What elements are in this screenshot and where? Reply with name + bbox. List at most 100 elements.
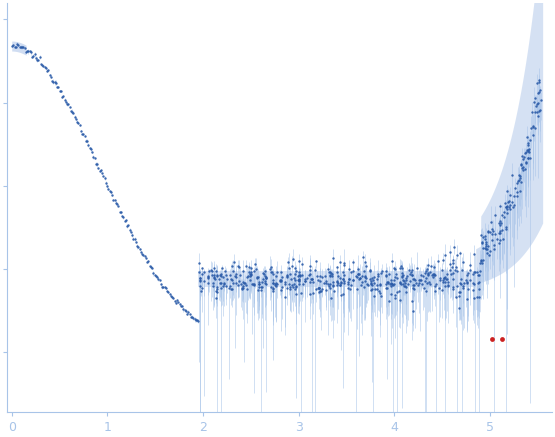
Point	[390, 264, 398, 271]
Point	[513, 178, 522, 185]
Point	[431, 283, 440, 290]
Point	[205, 267, 214, 274]
Point	[377, 268, 386, 275]
Point	[453, 283, 462, 290]
Point	[211, 267, 220, 274]
Point	[521, 150, 530, 157]
Point	[524, 146, 533, 153]
Point	[431, 288, 440, 295]
Point	[296, 290, 305, 297]
Point	[367, 285, 376, 292]
Point	[396, 281, 405, 288]
Point	[391, 271, 400, 278]
Point	[435, 284, 443, 291]
Point	[63, 101, 72, 108]
Point	[213, 288, 221, 295]
Point	[335, 282, 344, 289]
Point	[351, 272, 360, 279]
Point	[108, 192, 117, 199]
Point	[57, 87, 65, 94]
Point	[10, 43, 19, 50]
Point	[376, 292, 385, 299]
Point	[415, 277, 424, 284]
Point	[241, 282, 250, 289]
Point	[254, 281, 263, 288]
Point	[430, 271, 438, 278]
Point	[370, 292, 379, 299]
Point	[533, 79, 542, 86]
Point	[232, 280, 241, 287]
Point	[518, 164, 527, 171]
Point	[506, 192, 514, 199]
Point	[225, 271, 234, 278]
Point	[305, 271, 314, 278]
Point	[504, 197, 513, 204]
Point	[332, 281, 341, 288]
Point	[119, 214, 128, 221]
Point	[260, 279, 269, 286]
Point	[384, 298, 393, 305]
Point	[436, 274, 445, 281]
Point	[407, 272, 416, 279]
Point	[188, 313, 196, 320]
Point	[213, 283, 221, 290]
Point	[364, 281, 373, 288]
Point	[441, 252, 450, 259]
Point	[500, 209, 508, 216]
Point	[361, 262, 370, 269]
Point	[439, 274, 448, 281]
Point	[314, 288, 323, 295]
Point	[457, 276, 466, 283]
Point	[243, 273, 252, 280]
Point	[384, 279, 392, 286]
Point	[452, 267, 461, 274]
Point	[123, 222, 132, 229]
Point	[238, 284, 246, 291]
Point	[99, 173, 108, 180]
Point	[221, 282, 230, 289]
Point	[517, 179, 526, 186]
Point	[308, 276, 317, 283]
Point	[408, 297, 417, 304]
Point	[492, 235, 501, 242]
Point	[420, 284, 428, 291]
Point	[535, 89, 544, 96]
Point	[166, 292, 175, 299]
Point	[418, 273, 427, 280]
Point	[293, 273, 302, 280]
Point	[296, 273, 305, 280]
Point	[514, 176, 523, 183]
Point	[354, 271, 363, 277]
Point	[211, 295, 220, 302]
Point	[173, 297, 181, 304]
Point	[326, 284, 335, 291]
Point	[354, 271, 362, 278]
Point	[387, 283, 396, 290]
Point	[441, 278, 450, 285]
Point	[473, 271, 482, 278]
Point	[210, 276, 219, 283]
Point	[417, 281, 426, 288]
Point	[288, 283, 297, 290]
Point	[218, 282, 227, 289]
Point	[519, 154, 528, 161]
Point	[285, 281, 294, 288]
Point	[294, 271, 303, 278]
Point	[145, 263, 154, 270]
Point	[530, 125, 539, 132]
Point	[349, 267, 357, 274]
Point	[355, 275, 364, 282]
Point	[425, 268, 434, 275]
Point	[69, 109, 78, 116]
Point	[55, 87, 64, 94]
Point	[510, 201, 519, 208]
Point	[252, 273, 261, 280]
Point	[246, 272, 255, 279]
Point	[391, 274, 400, 281]
Point	[515, 172, 524, 179]
Point	[401, 274, 410, 281]
Point	[534, 78, 543, 85]
Point	[283, 274, 292, 281]
Point	[12, 44, 21, 51]
Point	[65, 103, 74, 110]
